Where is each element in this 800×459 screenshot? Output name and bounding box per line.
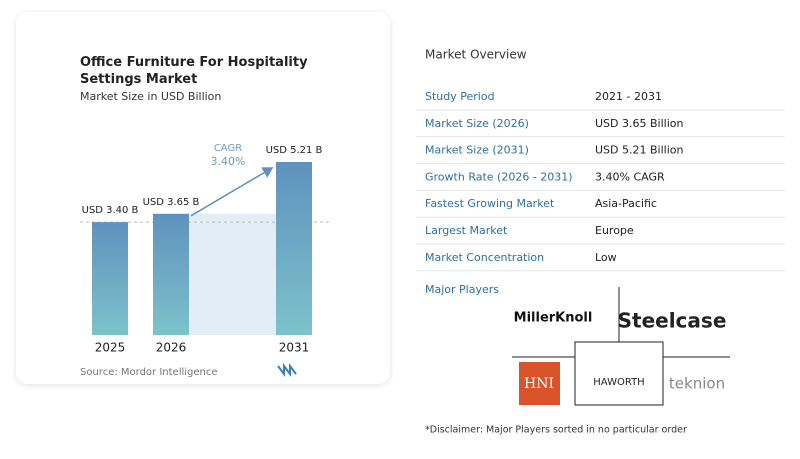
- value-label: USD 3.65 B: [143, 197, 200, 208]
- x-tick-label: 2026: [156, 341, 187, 355]
- row-value: 2021 - 2031: [595, 90, 662, 103]
- row-label: Fastest Growing Market: [425, 197, 555, 210]
- bar: [276, 162, 312, 335]
- row-label: Largest Market: [425, 224, 508, 237]
- x-tick-label: 2031: [279, 341, 310, 355]
- value-label: USD 5.21 B: [266, 145, 323, 156]
- player-logo: HAWORTH: [593, 377, 644, 388]
- cagr-arrow: [190, 167, 274, 217]
- overview-title: Market Overview: [425, 48, 527, 62]
- x-tick-label: 2025: [95, 341, 126, 355]
- player-logo: HNI: [524, 376, 554, 392]
- growth-region: [189, 213, 276, 335]
- bar-chart: USD 3.40 B 2025 USD 3.65 B 2026 USD 5.21 B 20…: [80, 143, 330, 355]
- chart-subtitle: Market Size in USD Billion: [80, 90, 221, 103]
- logo-icon: [277, 363, 297, 377]
- row-label: Market Concentration: [425, 251, 544, 264]
- bar: [92, 222, 128, 335]
- logo-box: [574, 341, 664, 406]
- player-logo: MillerKnoll: [514, 311, 593, 326]
- cagr-label: CAGR: [214, 143, 242, 154]
- players-title: Major Players: [425, 283, 499, 296]
- chart-title-line: Office Furniture For Hospitality: [80, 55, 308, 70]
- row-value: Asia-Pacific: [595, 197, 657, 210]
- row-value: Low: [595, 251, 617, 264]
- row-value: Europe: [595, 224, 634, 237]
- player-logo: Steelcase: [618, 309, 727, 333]
- chart-title: Office Furniture For Hospitality Settings…: [80, 55, 308, 87]
- chart-title-line: Settings Market: [80, 72, 197, 87]
- row-value: USD 3.65 Billion: [595, 117, 683, 130]
- source: Source: Mordor Intelligence: [80, 367, 218, 378]
- player-logo: teknion: [669, 375, 725, 393]
- row-label: Market Size (2031): [425, 144, 529, 157]
- row-value: 3.40% CAGR: [595, 170, 665, 183]
- overview-table: Study Period 2021 - 2031 Market Size (2026…: [416, 90, 785, 272]
- row-value: USD 5.21 Billion: [595, 144, 683, 157]
- bar: [153, 213, 189, 335]
- logo-box: [519, 362, 560, 405]
- disclaimer: *Disclaimer: Major Players sorted in no …: [425, 425, 687, 436]
- value-label: USD 3.40 B: [82, 205, 139, 216]
- row-label: Study Period: [425, 90, 495, 103]
- row-label: Market Size (2026): [425, 117, 529, 130]
- row-label: Growth Rate (2026 - 2031): [425, 170, 573, 183]
- cagr-value: 3.40%: [211, 155, 246, 168]
